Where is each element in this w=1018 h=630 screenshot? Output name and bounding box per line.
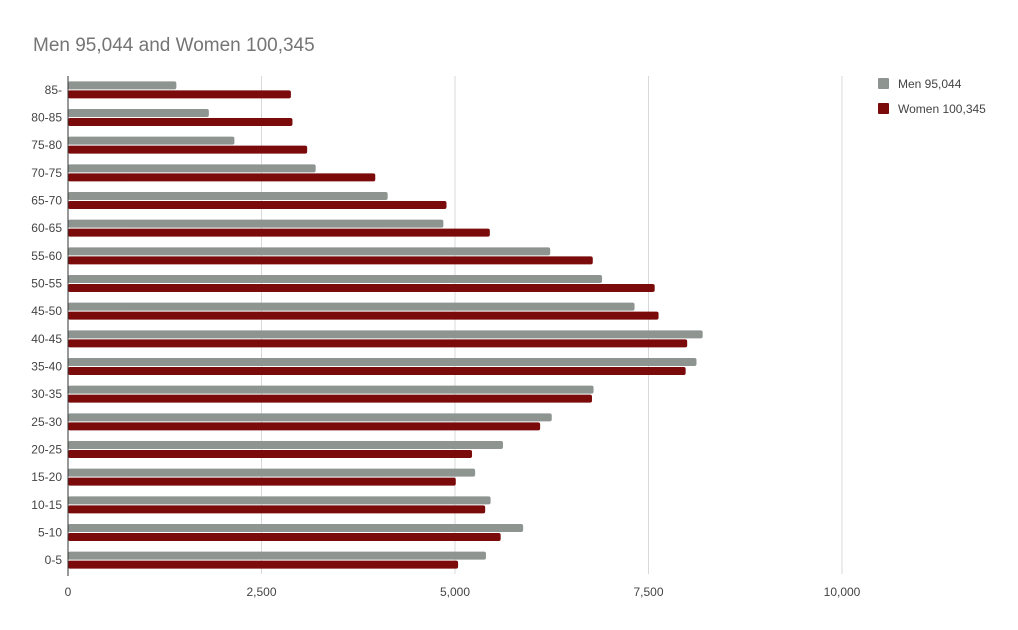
bar — [68, 136, 235, 145]
bar — [68, 330, 703, 339]
x-axis-labels: 0 2,500 5,000 7,500 10,000 — [65, 585, 861, 599]
x-tick-label: 2,500 — [246, 585, 276, 599]
bar — [68, 219, 444, 228]
bar — [68, 505, 486, 514]
y-tick-label: 50-55 — [31, 277, 62, 291]
y-tick-label: 75-80 — [31, 138, 62, 152]
bar — [68, 247, 551, 256]
x-tick-label: 5,000 — [440, 585, 470, 599]
y-tick-label: 45-50 — [31, 304, 62, 318]
y-tick-label: 65-70 — [31, 194, 62, 208]
y-tick-label: 55-60 — [31, 249, 62, 263]
y-axis-labels: 85- 80-85 75-80 70-75 65-70 60-65 55-60 50-55 45… — [31, 83, 62, 567]
bar — [68, 394, 592, 403]
chart-title: Men 95,044 and Women 100,345 — [33, 35, 315, 56]
bar — [68, 275, 603, 283]
y-tick-label: 20-25 — [31, 443, 62, 457]
y-tick-label: 70-75 — [31, 166, 62, 180]
bar — [68, 468, 476, 477]
bar — [68, 450, 473, 458]
bar — [68, 109, 209, 117]
bar — [68, 524, 524, 532]
legend-label: Women 100,345 — [898, 102, 986, 116]
gridlines — [261, 76, 843, 574]
x-tick-label: 10,000 — [824, 585, 861, 599]
bar — [68, 81, 177, 90]
bar — [68, 164, 316, 173]
y-tick-label: 30-35 — [31, 387, 62, 401]
bar — [68, 90, 291, 99]
bar — [68, 228, 490, 237]
bar — [68, 311, 659, 320]
bar — [68, 385, 594, 394]
bar — [68, 118, 293, 126]
bar — [68, 339, 688, 348]
bar — [68, 422, 541, 431]
y-tick-label: 80-85 — [31, 111, 62, 125]
y-tick-label: 0-5 — [45, 553, 63, 567]
legend-swatch — [878, 78, 889, 89]
y-tick-label: 15-20 — [31, 470, 62, 484]
legend-label: Men 95,044 — [898, 77, 962, 91]
bar — [68, 192, 388, 200]
bar — [68, 145, 308, 154]
bar — [68, 533, 501, 541]
y-tick-label: 5-10 — [38, 526, 62, 540]
bar — [68, 201, 447, 209]
bar — [68, 441, 503, 449]
bar — [68, 560, 459, 569]
y-tick-label: 25-30 — [31, 415, 62, 429]
bar — [68, 367, 686, 375]
y-tick-label: 10-15 — [31, 498, 62, 512]
y-tick-label: 85- — [45, 83, 62, 97]
bar — [68, 358, 697, 366]
y-tick-label: 60-65 — [31, 221, 62, 235]
bar — [68, 173, 376, 182]
x-tick-label: 0 — [65, 585, 72, 599]
bar — [68, 477, 456, 486]
bar — [68, 302, 635, 311]
bar — [68, 496, 491, 505]
bar — [68, 284, 655, 292]
y-tick-label: 40-45 — [31, 332, 62, 346]
y-tick-label: 35-40 — [31, 360, 62, 374]
x-tick-label: 7,500 — [633, 585, 663, 599]
bar — [68, 551, 486, 560]
legend-swatch — [878, 103, 889, 114]
bar — [68, 413, 552, 422]
bar — [68, 256, 593, 265]
legend: Men 95,044 Women 100,345 — [878, 77, 986, 116]
bars — [68, 81, 703, 569]
